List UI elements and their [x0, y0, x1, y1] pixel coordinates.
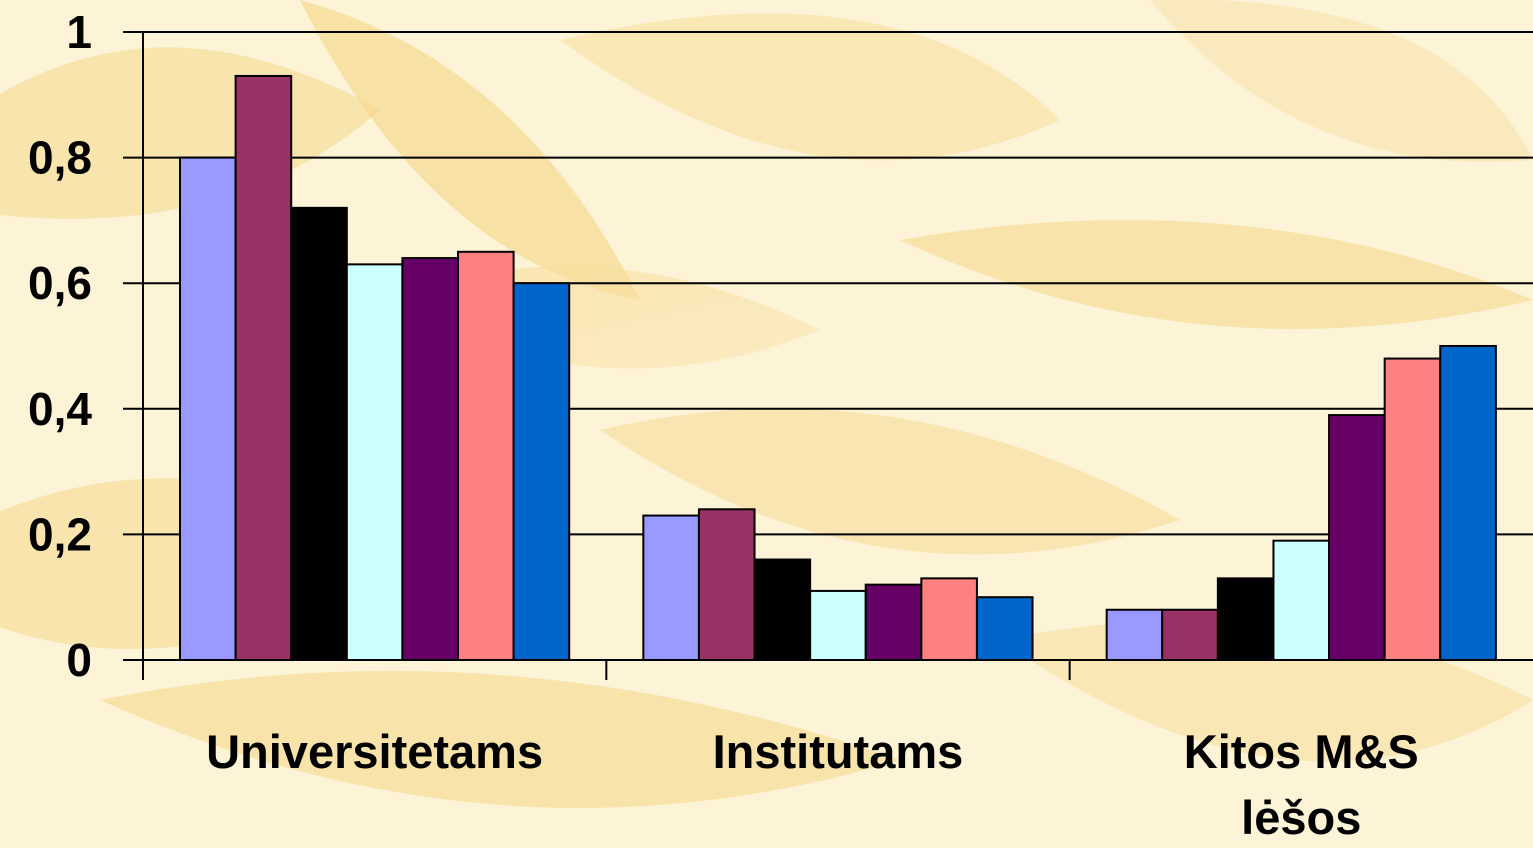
category-labels: Universitetams Institutams Kitos M&S lėšos: [206, 725, 1419, 844]
bars: [179, 74, 1497, 662]
bar: [290, 206, 348, 661]
bar: [1439, 345, 1497, 661]
bar: [1161, 608, 1219, 662]
bar: [975, 596, 1034, 662]
category-label-line: Universitetams: [206, 725, 543, 778]
category-label: Institutams: [713, 725, 964, 778]
bar: [345, 263, 404, 661]
bar: [1216, 577, 1275, 661]
y-tick-label: 0,6: [28, 257, 92, 309]
category-label-line: Institutams: [713, 725, 964, 778]
y-tick-label: 0,4: [28, 383, 92, 435]
bar: [179, 156, 237, 661]
category-label: Universitetams: [206, 725, 543, 778]
bar: [642, 514, 700, 661]
bar: [1328, 414, 1386, 661]
axes: [123, 31, 1533, 680]
bar: [1383, 357, 1442, 661]
category-label-line: Kitos M&S: [1184, 725, 1419, 778]
bar: [864, 583, 923, 662]
y-tick-label: 1: [66, 6, 92, 58]
y-tick-label: 0,8: [28, 132, 92, 184]
bar: [457, 250, 515, 662]
bar: [697, 508, 756, 661]
y-tick-label: 0: [66, 634, 92, 686]
bar: [1272, 539, 1331, 661]
category-label: Kitos M&S lėšos: [1184, 725, 1419, 844]
y-tick-label: 0,2: [28, 508, 92, 560]
bar: [512, 282, 571, 661]
bar: [401, 257, 459, 661]
category-label-line: lėšos: [1241, 791, 1361, 844]
bar: [920, 577, 978, 661]
bar: [753, 558, 812, 662]
y-tick-labels: 0 0,2 0,4 0,6 0,8 1: [28, 6, 92, 686]
bar: [1105, 608, 1164, 662]
bar: [809, 589, 867, 661]
bar: [234, 74, 293, 661]
